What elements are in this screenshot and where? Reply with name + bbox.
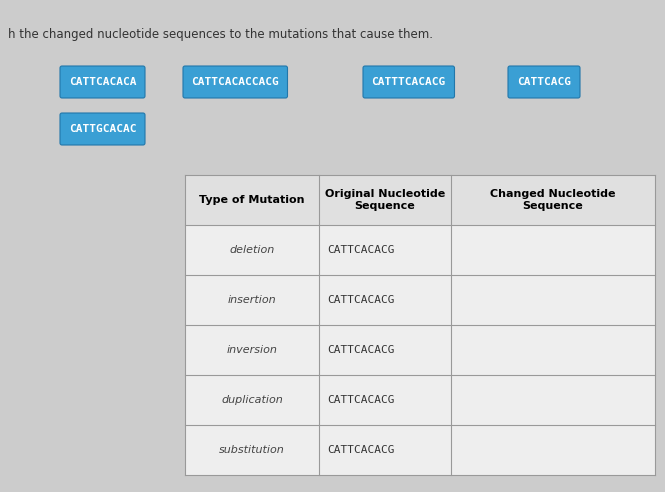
Text: deletion: deletion: [229, 245, 275, 255]
Text: Changed Nucleotide
Sequence: Changed Nucleotide Sequence: [490, 189, 616, 211]
Text: substitution: substitution: [219, 445, 285, 455]
Text: h the changed nucleotide sequences to the mutations that cause them.: h the changed nucleotide sequences to th…: [8, 28, 433, 41]
FancyBboxPatch shape: [508, 66, 580, 98]
FancyBboxPatch shape: [60, 113, 145, 145]
Text: insertion: insertion: [227, 295, 276, 305]
Bar: [185, 175, 655, 475]
Text: CATTCACACG: CATTCACACG: [327, 345, 394, 355]
Text: CATTCACACG: CATTCACACG: [327, 445, 394, 455]
FancyBboxPatch shape: [363, 66, 454, 98]
Text: CATTCACACG: CATTCACACG: [327, 295, 394, 305]
FancyBboxPatch shape: [60, 66, 145, 98]
Text: CATTCACG: CATTCACG: [517, 77, 571, 87]
FancyBboxPatch shape: [183, 66, 287, 98]
Text: Original Nucleotide
Sequence: Original Nucleotide Sequence: [325, 189, 445, 211]
Text: CATTCACACA: CATTCACACA: [68, 77, 136, 87]
Bar: [185, 175, 655, 225]
Text: inversion: inversion: [227, 345, 277, 355]
Text: CATTGCACAC: CATTGCACAC: [68, 124, 136, 134]
Text: CATTCACACG: CATTCACACG: [327, 245, 394, 255]
Text: CATTTCACACG: CATTTCACACG: [372, 77, 446, 87]
Text: Type of Mutation: Type of Mutation: [200, 195, 305, 205]
Text: CATTCACACCACG: CATTCACACCACG: [192, 77, 279, 87]
Text: CATTCACACG: CATTCACACG: [327, 395, 394, 405]
Text: duplication: duplication: [221, 395, 283, 405]
